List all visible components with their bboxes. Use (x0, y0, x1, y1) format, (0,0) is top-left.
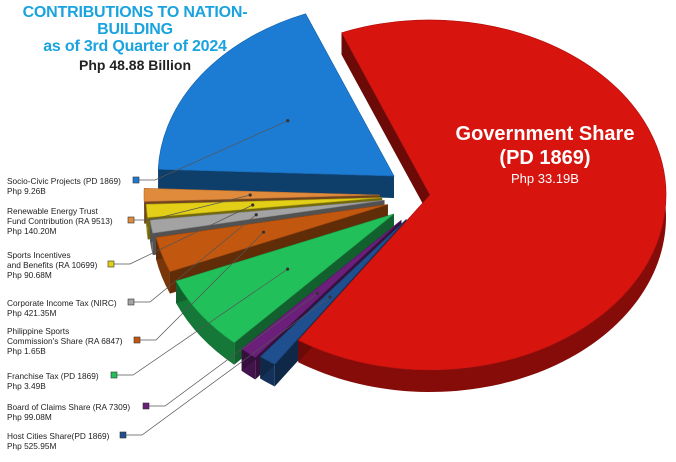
legend-value: Php 3.49B (7, 381, 46, 391)
leader-dot (261, 230, 266, 234)
legend-marker (132, 176, 140, 184)
legend-text: Sports Incentives (7, 250, 71, 260)
pie-slice-wall (341, 32, 430, 217)
leader-dot (286, 119, 290, 123)
legend-value: Php 140.20M (7, 226, 56, 236)
pie-slice-government-share-pd-1869 (297, 19, 667, 392)
leader-dot (328, 295, 332, 299)
legend-text: and Benefits (RA 10699) (7, 260, 98, 270)
legend-marker (110, 371, 118, 379)
legend-marker (133, 336, 141, 344)
pie-slice-top (297, 19, 667, 371)
legend-text: Host Cities Share(PD 1869) (7, 431, 110, 441)
pie-slice-top (157, 13, 395, 177)
legend-label: Socio-Civic Projects (PD 1869)Php 9.26B (7, 176, 140, 196)
leader-dot (254, 213, 258, 217)
leader-line (134, 214, 257, 303)
legend-text: Socio-Civic Projects (PD 1869) (7, 176, 121, 186)
legend-value: Php 9.26B (7, 186, 46, 196)
chart-title-block: CONTRIBUTIONS TO NATION-BUILDING as of 3… (0, 4, 270, 74)
legend-text: Franchise Tax (PD 1869) (7, 371, 99, 381)
pie-slice-top (143, 188, 381, 202)
leader-dot (286, 267, 290, 271)
pie-slice-side (176, 281, 235, 365)
chart-title: CONTRIBUTIONS TO NATION-BUILDING (22, 4, 248, 38)
leader-line (114, 204, 253, 265)
legend-value: Php 525.95M (7, 441, 56, 451)
legend-text: Commission's Share (RA 6847) (7, 336, 123, 346)
legend-label: Board of Claims Share (RA 7309)Php 99.08… (7, 402, 150, 422)
pie-slice-top (155, 204, 388, 273)
main-slice-value: Php 33.19B (511, 171, 579, 186)
leader-dot (251, 203, 255, 207)
legend-value: Php 90.68M (7, 270, 52, 280)
legend-label: Corporate Income Tax (NIRC)Php 421.35M (7, 298, 135, 318)
legend-text: Renewable Energy Trust (7, 206, 99, 216)
leader-line (134, 194, 251, 221)
legend-label: Host Cities Share(PD 1869)Php 525.95M (7, 431, 127, 451)
legend-text: Board of Claims Share (RA 7309) (7, 402, 130, 412)
legend-marker (127, 216, 135, 224)
legend-value: Php 99.08M (7, 412, 52, 422)
leader-line (149, 293, 318, 407)
legend-marker (127, 298, 135, 306)
pie-slice-top (145, 197, 383, 218)
chart-subtitle: as of 3rd Quarter of 2024 (43, 38, 227, 55)
main-slice-label: Government Share (456, 123, 635, 145)
leader-line (117, 268, 288, 376)
chart-total: Php 48.88 Billion (78, 57, 192, 73)
pie-slice-top (175, 213, 395, 344)
pie-slice-top (259, 219, 407, 365)
legend-label: Franchise Tax (PD 1869)Php 3.49B (7, 371, 118, 391)
legend-text: Fund Contribution (RA 9513) (7, 216, 113, 226)
leader-line (140, 231, 264, 341)
legend-text: Philippine Sports (7, 326, 69, 336)
legend-text: Corporate Income Tax (NIRC) (7, 298, 117, 308)
leader-dot (248, 193, 252, 197)
leader-dot (315, 291, 319, 295)
legend-marker (119, 431, 127, 439)
legend-value: Php 1.65B (7, 346, 46, 356)
legend-value: Php 421.35M (7, 308, 56, 318)
leader-line (139, 120, 288, 181)
leader-line (126, 296, 331, 436)
legend-marker (142, 402, 150, 410)
main-slice-label-law: (PD 1869) (499, 147, 590, 169)
legend-marker (107, 260, 115, 268)
